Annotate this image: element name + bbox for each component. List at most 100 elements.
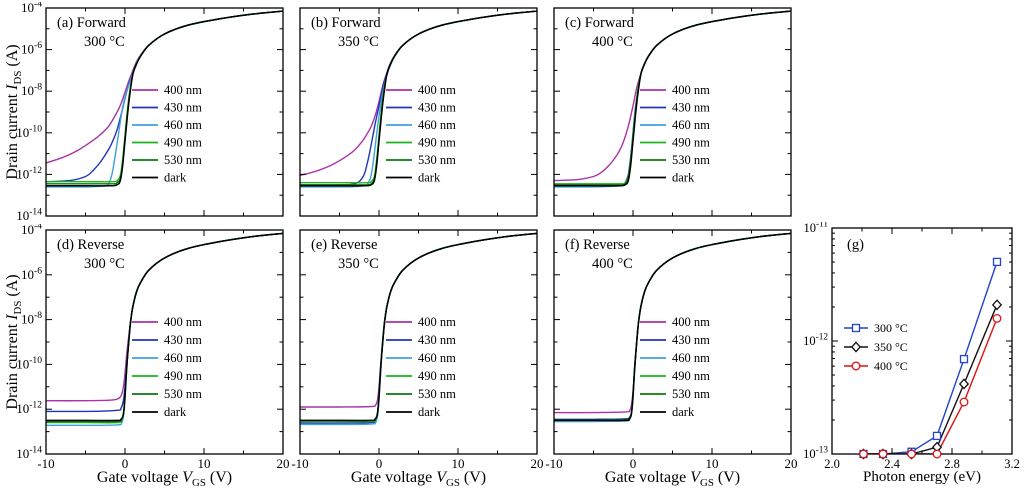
legend-label-530-nm: 530 nm: [418, 387, 456, 401]
photon-x-axis-title-text: Photon energy (eV): [862, 469, 982, 485]
legend-label-dark: dark: [164, 171, 187, 185]
panel-b-title: (b) Forward: [311, 15, 381, 31]
x-tick-label: 10: [706, 456, 719, 471]
curve-dark-c: [554, 10, 791, 187]
legend-label-430-nm: 430 nm: [164, 333, 202, 347]
legend-label-diamond: 350 °C: [874, 340, 908, 354]
photon-line-square: [863, 261, 998, 454]
legend-label-490-nm: 490 nm: [164, 136, 202, 150]
x-tick-label: 0: [376, 456, 383, 471]
legend-label-400-nm: 400 nm: [164, 83, 202, 97]
x-axis-unit: (V): [713, 469, 741, 486]
x-axis-title-text: Gate voltage: [604, 469, 691, 486]
legend-label-530-nm: 530 nm: [418, 153, 456, 167]
y-tick-label: 10-14: [16, 207, 42, 224]
legend-label-460-nm: 460 nm: [672, 118, 710, 132]
y-tick-label: 10-13: [803, 446, 828, 461]
panel-f-temperature: 400 °C: [592, 256, 633, 272]
x-tick-label: 10: [198, 456, 211, 471]
legend-label-circle: 400 °C: [874, 359, 908, 373]
diamond-marker: [850, 341, 862, 353]
legend-label-430-nm: 430 nm: [672, 333, 710, 347]
panel-g-chart: 2.0 2.4 2.8 3.2 10-11 10-12 10-13 300 °C 350 °C 4…: [803, 222, 1020, 471]
panel-a-title: (a) Forward: [57, 15, 126, 31]
x-axis-title-col-1: Gate voltage VGS (V): [46, 469, 283, 489]
photon-line-diamond: [863, 304, 998, 454]
x-tick-label: 10: [452, 456, 465, 471]
x-tick-label: 2.0: [824, 457, 840, 471]
y-tick-label: 10-14: [16, 445, 42, 462]
legend-label-dark: dark: [418, 405, 441, 419]
x-axis-symbol: V: [690, 469, 700, 486]
x-axis-subscript: GS: [699, 477, 714, 489]
curve-dark-f: [554, 232, 791, 422]
square-marker: [992, 257, 1002, 267]
legend-label-dark: dark: [418, 171, 441, 185]
legend-label-dark: dark: [672, 405, 695, 419]
legend-label-400-nm: 400 nm: [164, 315, 202, 329]
x-axis-title-text: Gate voltage: [96, 469, 183, 486]
circle-marker: [907, 449, 916, 459]
legend-label-490-nm: 490 nm: [672, 369, 710, 383]
panel-f-label: (f) Reverse 400 °C: [565, 236, 633, 274]
x-tick-label: 3.2: [1004, 457, 1020, 471]
panel-c-title: (c) Forward: [565, 15, 634, 31]
panel-c-label: (c) Forward 400 °C: [565, 14, 634, 52]
legend-label-dark: dark: [672, 171, 695, 185]
panel-b-temperature: 350 °C: [338, 34, 379, 50]
x-axis-symbol: V: [436, 469, 446, 486]
panel-d-title: (d) Reverse: [57, 237, 125, 253]
y-tick-label: 10-6: [21, 265, 42, 282]
panel-g-title: (g): [847, 237, 864, 253]
circle-marker: [859, 449, 868, 459]
x-tick-label: 0: [122, 456, 129, 471]
legend-label-430-nm: 430 nm: [672, 101, 710, 115]
legend-label-430-nm: 430 nm: [418, 333, 456, 347]
legend-label-400-nm: 400 nm: [672, 315, 710, 329]
legend-label-460-nm: 460 nm: [164, 118, 202, 132]
y-tick-label: 10-12: [16, 400, 42, 417]
x-tick-label: 2.8: [944, 457, 960, 471]
x-tick-label: 20: [785, 456, 798, 471]
circle-marker: [992, 313, 1002, 323]
y-tick-label: 10-8: [21, 82, 42, 99]
diamond-marker: [958, 378, 970, 390]
x-axis-symbol: V: [182, 469, 192, 486]
x-tick-label: -10: [37, 456, 54, 471]
panel-f-title: (f) Reverse: [565, 237, 630, 253]
legend-label-530-nm: 530 nm: [672, 153, 710, 167]
legend-label-400-nm: 400 nm: [418, 83, 456, 97]
x-tick-label: 20: [277, 456, 290, 471]
legend-label-530-nm: 530 nm: [164, 153, 202, 167]
curve-dark-a: [46, 10, 283, 187]
x-axis-subscript: GS: [191, 477, 206, 489]
x-axis-unit: (V): [459, 469, 487, 486]
plot-box-g: [831, 227, 1013, 455]
legend-label-490-nm: 490 nm: [672, 136, 710, 150]
panel-c-temperature: 400 °C: [592, 34, 633, 50]
panel-a-label: (a) Forward 300 °C: [57, 14, 126, 52]
legend-label-400-nm: 400 nm: [418, 315, 456, 329]
legend-label-490-nm: 490 nm: [164, 369, 202, 383]
x-tick-label: 2.4: [884, 457, 900, 471]
square-marker: [959, 354, 969, 364]
circle-marker: [851, 361, 861, 371]
curve-dark-d: [46, 232, 283, 422]
square-marker: [851, 323, 861, 333]
x-axis-title-col-3: Gate voltage VGS (V): [554, 469, 791, 489]
diamond-marker: [991, 299, 1003, 311]
y-tick-label: 10-4: [21, 2, 42, 15]
legend-label-460-nm: 460 nm: [418, 351, 456, 365]
legend-label-460-nm: 460 nm: [164, 351, 202, 365]
legend-label-490-nm: 490 nm: [418, 369, 456, 383]
panel-b-chart: 400 nm 430 nm 460 nm 490 nm 530 nm dark: [299, 7, 538, 217]
circle-marker: [959, 397, 969, 407]
legend-label-square: 300 °C: [874, 321, 908, 335]
legend-label-530-nm: 530 nm: [672, 387, 710, 401]
x-axis-unit: (V): [205, 469, 233, 486]
curve-dark-b: [300, 10, 537, 187]
x-tick-label: 0: [630, 456, 637, 471]
panel-e-chart: -10 0 10 20 400 nm 430 nm 460 nm 490 nm 530 nm da…: [291, 229, 544, 471]
panel-g-label: (g): [847, 236, 864, 255]
